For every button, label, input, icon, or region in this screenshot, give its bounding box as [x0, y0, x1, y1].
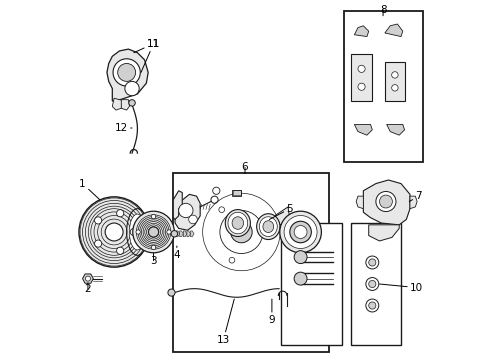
Text: 12: 12: [115, 123, 132, 133]
Circle shape: [167, 230, 171, 234]
Text: 11: 11: [134, 39, 160, 53]
Circle shape: [219, 207, 224, 212]
Polygon shape: [410, 196, 417, 209]
Circle shape: [151, 245, 156, 249]
Polygon shape: [112, 98, 122, 110]
Bar: [351, 54, 372, 101]
Ellipse shape: [257, 214, 280, 239]
Circle shape: [366, 278, 379, 291]
Ellipse shape: [225, 210, 250, 237]
Circle shape: [280, 211, 321, 253]
Circle shape: [284, 216, 317, 248]
Circle shape: [392, 85, 398, 91]
Circle shape: [130, 228, 137, 235]
Circle shape: [392, 72, 398, 78]
Polygon shape: [173, 191, 182, 220]
Circle shape: [200, 191, 283, 273]
Bar: [232, 190, 242, 196]
Text: 5: 5: [270, 204, 293, 220]
Circle shape: [136, 230, 140, 234]
Ellipse shape: [126, 209, 148, 255]
Circle shape: [179, 203, 193, 218]
Text: 3: 3: [150, 253, 157, 266]
Text: 7: 7: [409, 191, 422, 202]
Circle shape: [220, 211, 263, 253]
Text: 13: 13: [217, 299, 234, 345]
Polygon shape: [82, 274, 93, 283]
Polygon shape: [107, 49, 148, 101]
Circle shape: [113, 59, 140, 86]
Polygon shape: [354, 125, 372, 135]
Bar: [281, 223, 342, 345]
Ellipse shape: [228, 212, 247, 234]
Circle shape: [366, 256, 379, 269]
Circle shape: [358, 65, 365, 72]
Text: 2: 2: [85, 283, 91, 294]
Polygon shape: [354, 26, 368, 37]
Bar: [351, 223, 401, 345]
Polygon shape: [272, 207, 290, 228]
Polygon shape: [180, 231, 183, 237]
Text: 4: 4: [173, 246, 180, 260]
Circle shape: [294, 251, 307, 264]
Polygon shape: [122, 100, 129, 110]
Polygon shape: [183, 231, 187, 237]
Polygon shape: [176, 231, 180, 237]
Circle shape: [79, 197, 149, 267]
Circle shape: [368, 280, 376, 288]
Circle shape: [231, 221, 252, 243]
Ellipse shape: [259, 217, 277, 237]
Bar: [173, 173, 329, 352]
Circle shape: [368, 259, 376, 266]
Ellipse shape: [263, 221, 274, 233]
Circle shape: [229, 257, 235, 263]
Circle shape: [366, 299, 379, 312]
Circle shape: [117, 210, 124, 217]
Text: 11: 11: [141, 39, 160, 72]
Circle shape: [118, 63, 136, 81]
Polygon shape: [364, 180, 410, 225]
Text: 1: 1: [79, 179, 100, 200]
Circle shape: [268, 223, 273, 229]
Circle shape: [168, 289, 175, 296]
Bar: [343, 12, 422, 162]
Circle shape: [294, 272, 307, 285]
Text: 10: 10: [379, 283, 423, 293]
Bar: [385, 62, 405, 101]
Circle shape: [189, 215, 197, 224]
Polygon shape: [356, 196, 364, 209]
Polygon shape: [368, 225, 399, 241]
Ellipse shape: [129, 214, 146, 250]
Circle shape: [294, 226, 307, 238]
Circle shape: [376, 192, 396, 212]
Polygon shape: [187, 231, 191, 237]
Circle shape: [368, 302, 376, 309]
Bar: [233, 190, 241, 195]
Circle shape: [117, 247, 124, 255]
Circle shape: [133, 211, 174, 253]
Circle shape: [105, 223, 123, 241]
Text: 9: 9: [269, 299, 275, 325]
Circle shape: [125, 81, 139, 96]
Circle shape: [171, 230, 177, 237]
Circle shape: [129, 100, 135, 106]
Circle shape: [85, 276, 91, 281]
Circle shape: [95, 240, 102, 247]
Ellipse shape: [232, 217, 244, 229]
Circle shape: [358, 83, 365, 90]
Circle shape: [148, 227, 159, 237]
Polygon shape: [385, 24, 403, 37]
Circle shape: [379, 195, 392, 208]
Circle shape: [151, 215, 156, 219]
Polygon shape: [175, 194, 200, 230]
Circle shape: [290, 221, 311, 243]
Polygon shape: [191, 231, 194, 237]
Text: 8: 8: [380, 5, 387, 16]
Text: 6: 6: [242, 162, 248, 174]
Polygon shape: [387, 125, 405, 135]
Circle shape: [95, 217, 102, 224]
